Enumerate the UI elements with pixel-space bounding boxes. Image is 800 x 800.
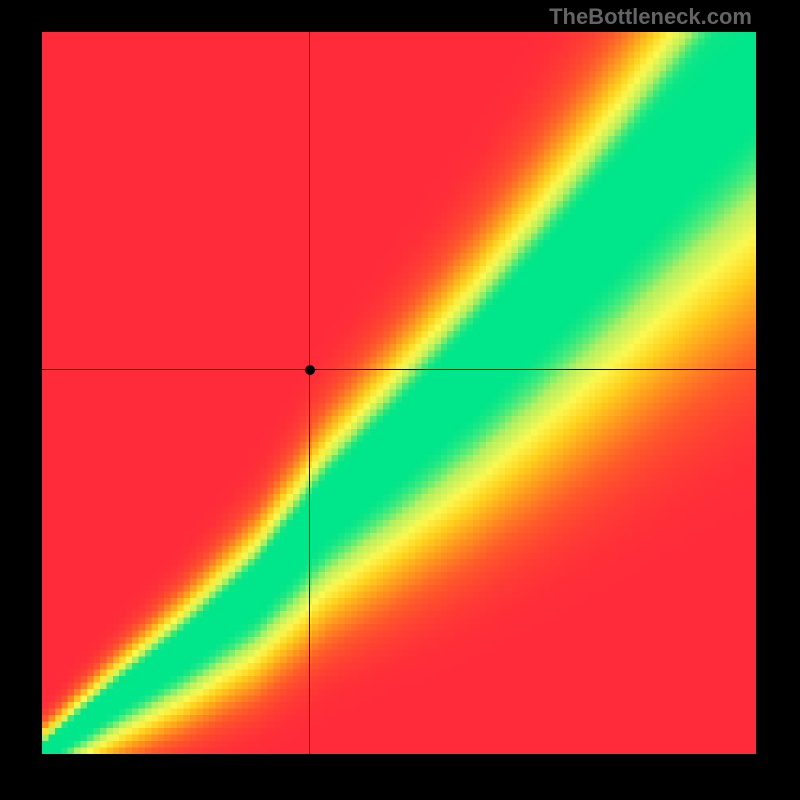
crosshair-vertical — [309, 32, 310, 754]
heatmap-canvas — [42, 32, 756, 754]
heatmap-plot-area — [42, 32, 756, 754]
chart-container: TheBottleneck.com — [0, 0, 800, 800]
crosshair-horizontal — [42, 369, 756, 370]
data-point-marker — [305, 365, 315, 375]
watermark-text: TheBottleneck.com — [549, 4, 752, 30]
